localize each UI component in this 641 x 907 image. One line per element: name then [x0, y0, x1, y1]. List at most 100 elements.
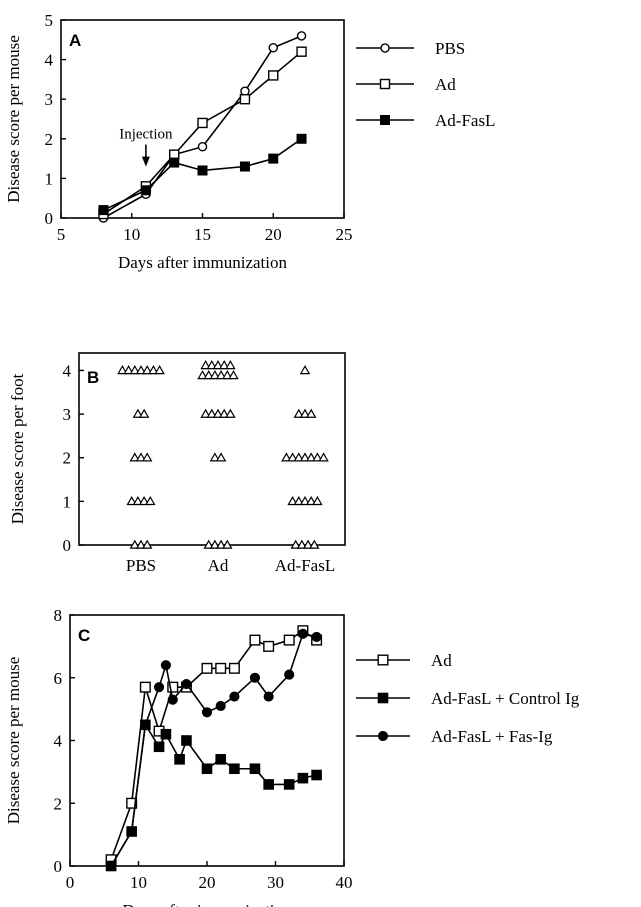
data-point [225, 408, 236, 418]
data-point [197, 370, 208, 380]
legend-marker [380, 43, 390, 53]
data-point [129, 539, 141, 549]
legend-label: Ad [431, 651, 452, 670]
data-point [201, 707, 213, 718]
data-point [229, 691, 240, 702]
data-point [222, 370, 233, 380]
data-point [153, 682, 165, 693]
y-tick-label: 1 [63, 492, 72, 511]
x-tick-label: 25 [336, 225, 353, 244]
data-point [129, 365, 141, 375]
data-point [297, 772, 309, 784]
data-point [206, 408, 218, 418]
data-point [239, 93, 251, 105]
data-point [263, 779, 274, 790]
data-point [215, 452, 227, 462]
data-point [106, 860, 117, 872]
y-tick-label: 2 [54, 794, 63, 813]
y-tick-label: 0 [45, 209, 54, 228]
data-point [311, 769, 322, 781]
y-tick-label: 2 [63, 449, 72, 468]
data-point [141, 539, 153, 549]
y-tick-label: 5 [45, 11, 54, 30]
data-point [123, 365, 134, 375]
category-label: Ad-FasL [275, 556, 335, 575]
data-point [297, 628, 308, 639]
data-point [305, 452, 317, 462]
legend-marker [377, 692, 389, 704]
data-point [135, 365, 147, 375]
x-tick-label: 0 [66, 873, 75, 892]
data-point [203, 370, 214, 380]
y-tick-label: 8 [54, 606, 63, 625]
data-point [200, 360, 211, 370]
data-point [228, 662, 240, 674]
data-point [293, 495, 305, 506]
data-point [98, 205, 109, 216]
data-point [153, 741, 165, 753]
data-point [268, 153, 279, 164]
data-point [138, 408, 150, 418]
data-point [141, 452, 153, 462]
data-point [209, 452, 221, 462]
data-point [139, 681, 151, 693]
data-point [126, 826, 137, 837]
data-point [135, 452, 147, 462]
data-point [305, 495, 317, 506]
x-tick-label: 10 [123, 225, 140, 244]
data-point [209, 370, 221, 380]
data-point [212, 360, 224, 370]
x-tick-label: 30 [267, 873, 284, 892]
data-point [309, 539, 320, 549]
data-point [249, 763, 261, 775]
data-point [302, 539, 314, 549]
data-point [212, 408, 224, 418]
y-axis-label: Disease score per mouse [4, 657, 23, 825]
data-point [126, 797, 138, 809]
data-point [229, 763, 240, 775]
data-point [145, 495, 156, 506]
data-point [215, 662, 227, 674]
legend-label: Ad-FasL + Fas-Ig [431, 727, 553, 746]
data-point [203, 539, 214, 549]
x-tick-label: 20 [199, 873, 216, 892]
data-point [299, 365, 311, 375]
panel-letter: A [69, 31, 81, 50]
data-point [299, 495, 311, 506]
data-point [287, 495, 298, 506]
legend-marker [377, 730, 389, 742]
data-point [299, 452, 311, 462]
data-point [197, 141, 208, 152]
data-point [209, 539, 221, 549]
x-tick-label: 20 [265, 225, 282, 244]
data-point [290, 539, 301, 549]
data-point [225, 360, 236, 370]
data-point [135, 539, 147, 549]
panel-c: C 0 10 20 30 40 0 2 4 6 8 Days after immunization Di… [4, 606, 580, 907]
data-point [174, 754, 185, 765]
data-point [181, 735, 192, 746]
data-point [200, 408, 211, 418]
data-point [239, 161, 250, 172]
y-axis-label: Disease score per mouse [4, 35, 23, 203]
data-point [305, 408, 317, 418]
data-point [215, 754, 226, 765]
data-point [296, 539, 308, 549]
legend-label: PBS [435, 39, 465, 58]
injection-annotation: Injection [119, 127, 173, 143]
data-point [296, 46, 307, 57]
y-tick-label: 2 [45, 130, 54, 149]
data-point [268, 42, 279, 53]
data-point [284, 669, 295, 680]
legend-marker [379, 78, 391, 90]
data-point [283, 634, 295, 646]
x-tick-label: 5 [57, 225, 66, 244]
plot-frame [69, 614, 345, 867]
y-tick-label: 4 [45, 51, 54, 70]
category-label: Ad [208, 556, 229, 575]
x-tick-label: 40 [336, 873, 353, 892]
data-point [287, 452, 298, 462]
data-point [215, 539, 227, 549]
y-tick-label: 3 [63, 405, 72, 424]
